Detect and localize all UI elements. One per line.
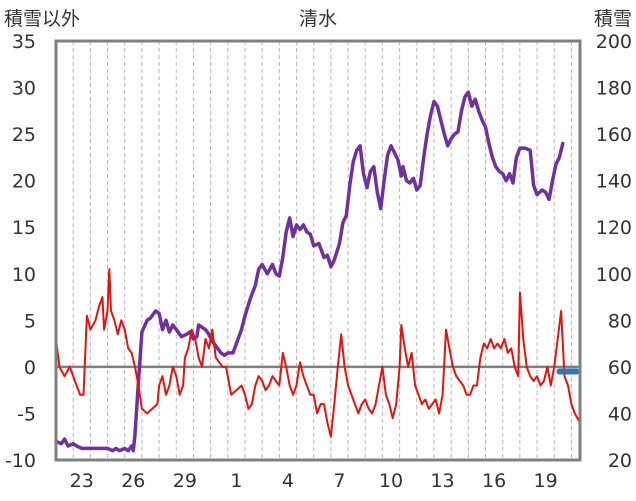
left-tick-label: -10 xyxy=(5,450,36,472)
series-lines xyxy=(54,90,581,453)
left-tick-label: 5 xyxy=(24,310,36,332)
left-tick-label: 30 xyxy=(12,78,36,100)
right-tick-label: 160 xyxy=(596,124,632,146)
x-tick-label: 13 xyxy=(430,470,454,492)
right-tick-label: 140 xyxy=(596,171,632,193)
x-tick-label: 23 xyxy=(70,470,94,492)
x-tick-label: 1 xyxy=(230,470,242,492)
right-axis-ticks: 200 180 160 140 120 100 80 60 40 20 xyxy=(596,31,632,472)
left-tick-label: 35 xyxy=(12,31,36,53)
x-tick-label: 29 xyxy=(173,470,197,492)
left-axis-label: 積雪以外 xyxy=(4,8,80,30)
right-tick-label: 200 xyxy=(596,31,632,53)
x-tick-label: 10 xyxy=(379,470,403,492)
right-axis-label: 積雪 xyxy=(594,8,632,30)
left-tick-label: 0 xyxy=(24,357,36,379)
right-tick-label: 80 xyxy=(608,310,632,332)
x-tick-label: 7 xyxy=(333,470,345,492)
right-tick-label: 180 xyxy=(596,78,632,100)
left-tick-label: 10 xyxy=(12,264,36,286)
left-tick-label: 15 xyxy=(12,217,36,239)
x-axis-ticks: 23 26 29 1 4 7 10 13 16 19 xyxy=(70,470,558,492)
chart-title: 清水 xyxy=(299,8,337,30)
left-tick-label: 25 xyxy=(12,124,36,146)
right-tick-label: 60 xyxy=(608,357,632,379)
right-tick-label: 20 xyxy=(608,450,632,472)
series-line-0 xyxy=(54,90,565,453)
x-tick-label: 19 xyxy=(534,470,558,492)
left-tick-label: 20 xyxy=(12,171,36,193)
right-tick-label: 40 xyxy=(608,403,632,425)
plot-frame xyxy=(54,39,582,462)
right-tick-label: 100 xyxy=(596,264,632,286)
x-tick-label: 16 xyxy=(482,470,506,492)
right-tick-label: 120 xyxy=(596,217,632,239)
series-line-1 xyxy=(55,268,581,438)
left-tick-label: -5 xyxy=(17,403,36,425)
x-tick-label: 4 xyxy=(282,470,294,492)
left-axis-ticks: 35 30 25 20 15 10 5 0 -5 -10 xyxy=(5,31,36,472)
x-tick-label: 26 xyxy=(121,470,145,492)
